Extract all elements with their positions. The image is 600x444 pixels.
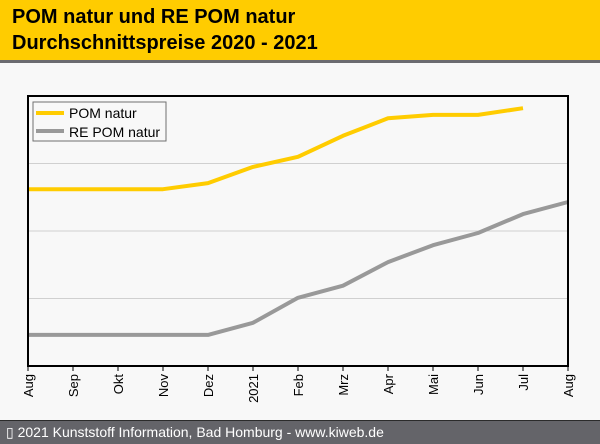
x-tick-label: Feb bbox=[291, 374, 306, 396]
legend-box bbox=[32, 101, 167, 142]
series-line-re-pom-natur bbox=[28, 200, 569, 337]
x-tick-label: Okt bbox=[111, 374, 126, 395]
x-tick-label: Jun bbox=[471, 374, 486, 395]
x-tick-label: Nov bbox=[156, 374, 171, 398]
series-line-pom-natur bbox=[28, 106, 524, 192]
x-tick-label: Sep bbox=[66, 374, 81, 397]
x-tick-label: Mrz bbox=[336, 374, 351, 396]
legend-label-pom-natur: POM natur bbox=[69, 105, 137, 121]
x-tick-label: Aug bbox=[21, 374, 36, 397]
x-tick-label: Jul bbox=[516, 374, 531, 391]
x-tick-label: Mai bbox=[426, 374, 441, 395]
x-tick-label: Aug bbox=[561, 374, 576, 397]
x-tick-label: 2021 bbox=[246, 374, 261, 403]
footer-divider bbox=[0, 420, 600, 421]
x-axis: Aug Sep Okt Nov Dez 2021 Feb Mrz Apr Mai Jun Jul Aug bbox=[21, 366, 576, 403]
chart-subtitle: Durchschnittspreise 2020 - 2021 bbox=[12, 32, 318, 54]
chart-title: POM natur und RE POM natur bbox=[12, 6, 296, 28]
legend-label-re-pom-natur: RE POM natur bbox=[69, 124, 160, 140]
line-chart: Aug Sep Okt Nov Dez 2021 Feb Mrz Apr Mai Jun Jul Aug… bbox=[21, 95, 576, 403]
x-tick-label: Apr bbox=[381, 373, 396, 394]
x-tick-label: Dez bbox=[201, 374, 216, 397]
copyright-text: ▯ 2021 Kunststoff Information, Bad Hombu… bbox=[6, 424, 384, 440]
title-bar: POM natur und RE POM natur Durchschnitts… bbox=[0, 0, 600, 63]
series-lines bbox=[28, 106, 569, 337]
legend: POM natur RE POM natur bbox=[32, 101, 167, 142]
footer: ▯ 2021 Kunststoff Information, Bad Hombu… bbox=[0, 421, 600, 444]
